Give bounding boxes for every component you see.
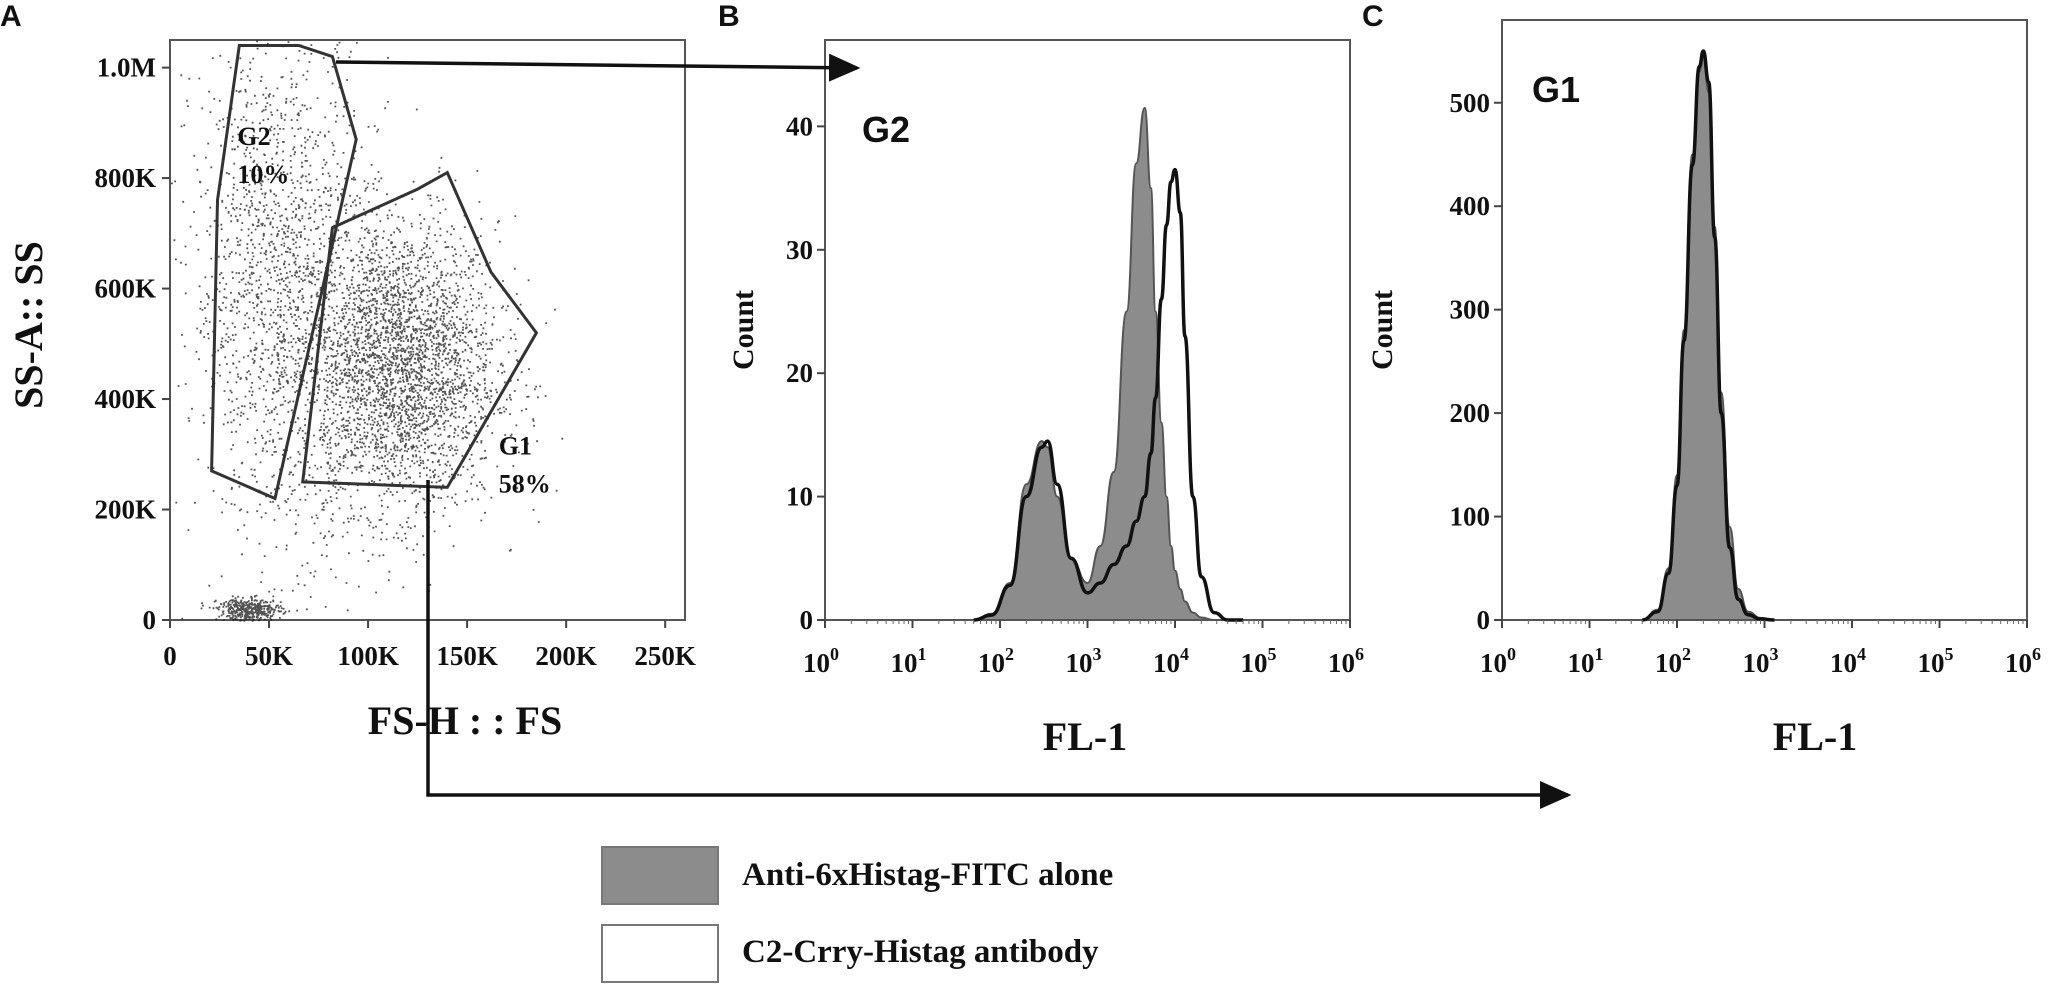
- x-tick-label: 200K: [535, 641, 597, 671]
- x-tick-label: 103: [1743, 644, 1779, 678]
- gate-label-0-line-1: 10%: [237, 160, 289, 189]
- x-tick-label: 0: [163, 641, 177, 671]
- x-tick-label: 103: [1066, 644, 1102, 678]
- gate-g1-polygon: [301, 170, 539, 489]
- histogram-panel-g1: 100 101 102 103 104 105 106 0 100 200 300 400 500 G1…: [1366, 19, 2042, 759]
- axes: 100 101 102 103 104 105 106 0 100 200 300 400 500: [1450, 88, 2042, 678]
- axes: 0 50K 100K 150K 200K 250K 0 200K 400K 600K 800K 1.0…: [94, 53, 695, 671]
- series-0-filled-area: [1642, 55, 1775, 621]
- y-tick-label: 0: [1477, 605, 1491, 635]
- y-tick-label: 300: [1450, 295, 1491, 325]
- gate-label-1-line-1: 58%: [499, 469, 551, 498]
- scatter-points: [171, 40, 564, 622]
- y-tick-label: 400: [1450, 191, 1491, 221]
- series-0-filled-area: [973, 106, 1244, 621]
- gate-labels: G2 10% G1 58%: [237, 122, 550, 498]
- scatter-dot-cloud: [171, 40, 564, 622]
- y-axis-title: SS-A:: SS: [6, 241, 51, 409]
- y-tick-label: 20: [786, 358, 813, 388]
- x-tick-label: 50K: [245, 641, 293, 671]
- x-tick-label: 100: [1480, 644, 1516, 678]
- gate-label: G2: [862, 109, 910, 150]
- y-tick-label: 0: [143, 605, 157, 635]
- y-tick-label: 40: [786, 111, 813, 141]
- series-1-outline: [973, 167, 1244, 622]
- legend: Anti-6xHistag-FITC alone C2-Crry-Histag …: [601, 846, 1113, 983]
- x-tick-label: 105: [1918, 644, 1954, 678]
- y-tick-label: 200K: [94, 495, 156, 525]
- panel-letter-b: B: [718, 0, 740, 33]
- y-tick-label: 800K: [94, 163, 156, 193]
- histogram-curves: [973, 106, 1244, 622]
- arrow-g1-to-panel-c: [426, 480, 1572, 809]
- x-tick-label: 106: [1328, 644, 1364, 678]
- legend-swatch-outline: [601, 924, 719, 983]
- x-tick-label: 101: [1568, 644, 1604, 678]
- x-axis-title: FL-1: [1773, 714, 1857, 759]
- histogram-panel-g2: 100 101 102 103 104 105 106 0 10 20 30 40 G2 FL-1 C…: [727, 39, 1364, 759]
- y-axis-title: Count: [727, 290, 760, 370]
- y-axis-title: Count: [1366, 290, 1399, 370]
- legend-label-filled: Anti-6xHistag-FITC alone: [742, 857, 1113, 893]
- x-tick-label: 104: [1153, 644, 1189, 678]
- legend-label-outline: C2-Crry-Histag antibody: [742, 934, 1099, 970]
- x-tick-label: 150K: [436, 641, 498, 671]
- y-tick-label: 30: [786, 235, 813, 265]
- y-tick-label: 10: [786, 482, 813, 512]
- plot-frame: [1501, 19, 2028, 621]
- x-tick-label: 106: [2005, 644, 2041, 678]
- x-tick-label: 100K: [337, 641, 399, 671]
- y-tick-label: 1.0M: [97, 53, 156, 83]
- axes: 100 101 102 103 104 105 106 0 10 20 30 40: [786, 111, 1364, 678]
- gate-g2-polygon: [210, 44, 358, 501]
- y-tick-label: 200: [1450, 398, 1491, 428]
- legend-swatch-filled: [601, 846, 719, 905]
- series-1-outline: [1641, 49, 1775, 622]
- y-tick-label: 400K: [94, 384, 156, 414]
- gate-label-0-line-0: G2: [237, 122, 270, 151]
- panel-letter-a: A: [0, 0, 22, 33]
- y-tick-label: 500: [1450, 88, 1491, 118]
- scatter-panel: G2 10% G1 58% 0 50K 100K 150K 200K 250K 0 200K 400K…: [6, 39, 696, 743]
- x-tick-label: 250K: [634, 641, 696, 671]
- x-tick-label: 102: [1655, 644, 1691, 678]
- y-tick-label: 100: [1450, 502, 1491, 532]
- gate-label-1-line-0: G1: [499, 431, 532, 460]
- gate-label: G1: [1532, 69, 1580, 110]
- x-axis-title: FL-1: [1043, 714, 1127, 759]
- x-axis-title: FS-H : : FS: [368, 698, 562, 743]
- x-tick-label: 102: [978, 644, 1014, 678]
- arrow-g2-to-panel-b: [335, 53, 861, 82]
- x-tick-label: 100: [803, 644, 839, 678]
- y-tick-label: 0: [800, 605, 814, 635]
- y-tick-label: 600K: [94, 274, 156, 304]
- x-tick-label: 104: [1830, 644, 1866, 678]
- panel-letter-c: C: [1362, 0, 1384, 33]
- x-tick-label: 105: [1241, 644, 1277, 678]
- x-tick-label: 101: [891, 644, 927, 678]
- gates: [210, 44, 539, 501]
- histogram-curves: [1641, 49, 1775, 622]
